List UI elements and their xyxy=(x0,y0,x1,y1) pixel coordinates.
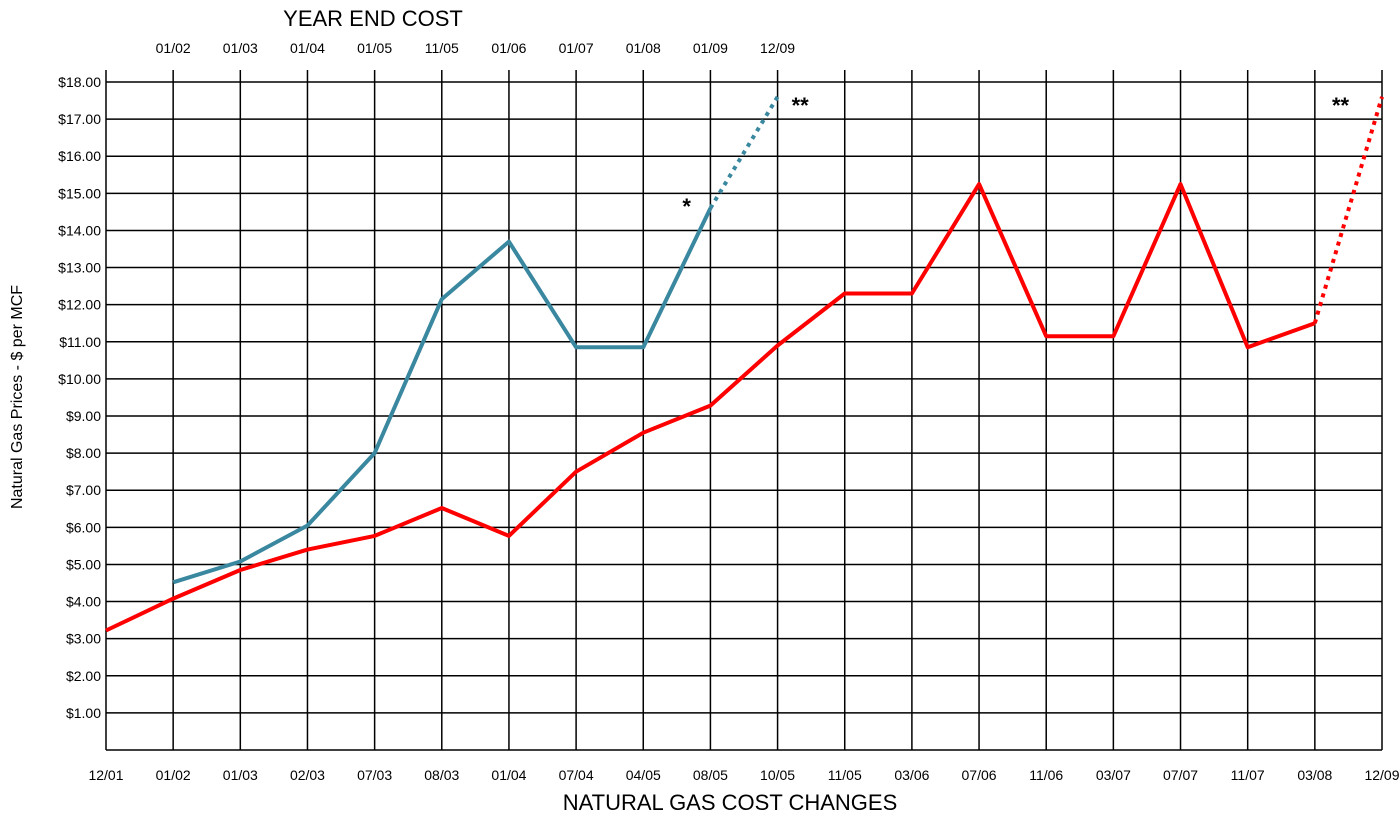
top-tick-label: 01/08 xyxy=(626,40,661,56)
series-lines xyxy=(105,95,1384,633)
bottom-tick-label: 01/04 xyxy=(491,767,526,783)
top-x-axis-ticks: 01/02 01/03 01/04 01/05 11/05 01/06 01/07 01/08… xyxy=(156,40,796,56)
series-2-projection-line xyxy=(1312,96,1384,324)
series-markers: *** ** xyxy=(682,93,1349,219)
bottom-tick-label: 07/06 xyxy=(962,767,997,783)
bottom-tick-label: 02/03 xyxy=(290,767,325,783)
top-tick-label: 01/06 xyxy=(491,40,526,56)
y-tick-label: $16.00 xyxy=(58,148,101,164)
y-tick-label: $2.00 xyxy=(66,668,101,684)
y-tick-label: $5.00 xyxy=(66,556,101,572)
bottom-tick-label: 10/05 xyxy=(760,767,795,783)
y-tick-label: $13.00 xyxy=(58,260,101,276)
top-tick-label: 01/03 xyxy=(223,40,258,56)
top-tick-label: 01/05 xyxy=(357,40,392,56)
asterisk-marker: * xyxy=(682,194,691,219)
y-axis-title: Natural Gas Prices - $ per MCF xyxy=(9,285,26,509)
bottom-tick-label: 03/06 xyxy=(894,767,929,783)
top-tick-label: 01/07 xyxy=(559,40,594,56)
bottom-tick-label: 01/02 xyxy=(156,767,191,783)
series-1-line xyxy=(172,207,713,585)
y-axis-ticks: $1.00 $2.00 $3.00 $4.00 $5.00 $6.00 $7.00 $8.00… xyxy=(58,74,101,721)
top-tick-label: 01/04 xyxy=(290,40,325,56)
top-tick-label: 11/05 xyxy=(425,40,459,56)
grid xyxy=(105,70,1383,751)
bottom-tick-label: 04/05 xyxy=(626,767,661,783)
bottom-tick-label: 12/01 xyxy=(88,767,123,783)
bottom-tick-label: 07/03 xyxy=(357,767,392,783)
bottom-tick-label: 07/04 xyxy=(559,767,594,783)
y-tick-label: $1.00 xyxy=(66,705,101,721)
y-tick-label: $18.00 xyxy=(58,74,101,90)
y-tick-label: $17.00 xyxy=(58,111,101,127)
bottom-tick-label: 11/05 xyxy=(828,767,862,783)
bottom-tick-label: 07/07 xyxy=(1163,767,1198,783)
bottom-tick-label: 11/07 xyxy=(1231,767,1265,783)
bottom-x-axis-ticks: 12/01 01/02 01/03 02/03 07/03 08/03 01/04 07/04… xyxy=(88,767,1399,783)
y-tick-label: $12.00 xyxy=(58,297,101,313)
series-2-line xyxy=(105,182,1316,633)
y-tick-label: $7.00 xyxy=(66,482,101,498)
bottom-tick-label: 01/03 xyxy=(223,767,258,783)
bottom-tick-label: 08/03 xyxy=(424,767,459,783)
y-tick-label: $9.00 xyxy=(66,408,101,424)
bottom-tick-label: 03/08 xyxy=(1297,767,1332,783)
bottom-tick-label: 12/09 xyxy=(1364,767,1399,783)
double-asterisk-marker: ** xyxy=(792,93,810,118)
bottom-tick-label: 11/06 xyxy=(1029,767,1063,783)
y-tick-label: $3.00 xyxy=(66,631,101,647)
x-axis-title: NATURAL GAS COST CHANGES xyxy=(563,790,898,815)
y-tick-label: $10.00 xyxy=(58,371,101,387)
y-tick-label: $8.00 xyxy=(66,445,101,461)
y-tick-label: $4.00 xyxy=(66,594,101,610)
double-asterisk-marker: ** xyxy=(1332,93,1350,118)
bottom-tick-label: 03/07 xyxy=(1096,767,1131,783)
top-title: YEAR END COST xyxy=(283,6,463,31)
bottom-tick-label: 08/05 xyxy=(693,767,728,783)
y-tick-label: $14.00 xyxy=(58,222,101,238)
top-tick-label: 01/09 xyxy=(693,40,728,56)
y-tick-label: $11.00 xyxy=(59,334,101,350)
top-tick-label: 01/02 xyxy=(156,40,191,56)
y-tick-label: $6.00 xyxy=(66,519,101,535)
series-1-projection-line xyxy=(708,95,780,210)
top-tick-label: 12/09 xyxy=(760,40,795,56)
y-tick-label: $15.00 xyxy=(58,185,101,201)
